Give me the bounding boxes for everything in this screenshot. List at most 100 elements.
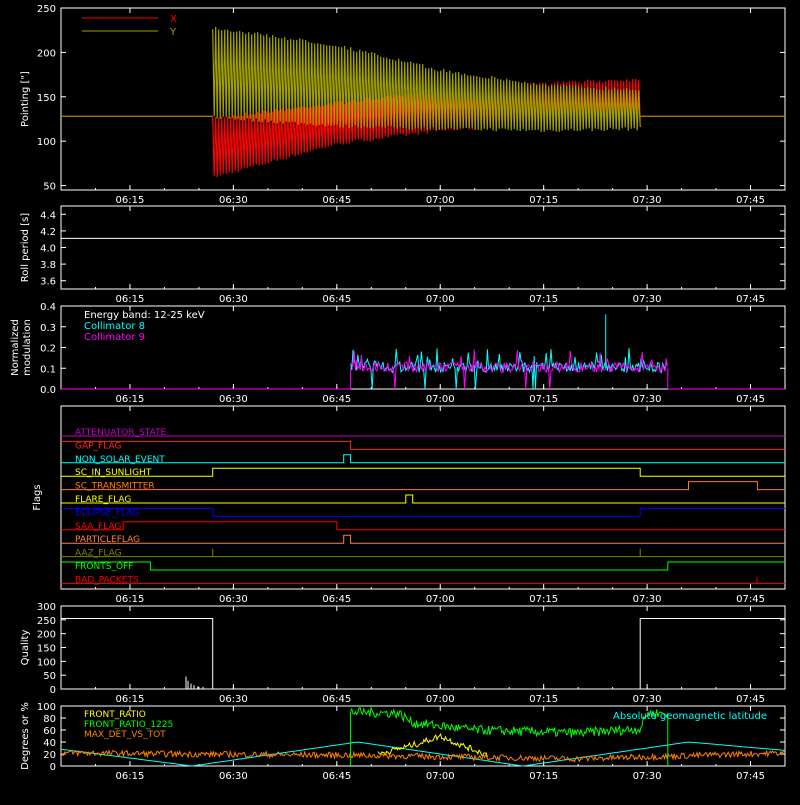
x-tick-label: 07:00 bbox=[426, 771, 455, 782]
y-axis-label: Flags bbox=[32, 484, 43, 510]
x-tick-label: 06:15 bbox=[116, 294, 145, 305]
x-tick-label: 06:30 bbox=[219, 594, 248, 605]
x-tick-label: 06:30 bbox=[219, 195, 248, 206]
legend-label: FRONT_RATIO_1225 bbox=[84, 720, 173, 730]
y-tick-label: 200 bbox=[37, 48, 56, 59]
flag-label: NON_SOLAR_EVENT bbox=[75, 455, 165, 465]
x-tick-label: 07:45 bbox=[736, 195, 765, 206]
y-tick-label: 0.3 bbox=[40, 323, 56, 334]
flag-trace bbox=[61, 481, 785, 491]
x-tick-label: 07:45 bbox=[736, 694, 765, 705]
x-tick-label: 07:30 bbox=[633, 594, 662, 605]
flag-label: SAA_FLAG bbox=[75, 522, 121, 532]
panel-ratios: 06:15 06:30 06:45 07:00 07:15 07:30 07:45 02040… bbox=[20, 702, 786, 782]
flag-trace bbox=[61, 467, 785, 477]
flag-label: SC_TRANSMITTER bbox=[75, 482, 155, 492]
y-axis-label: Normalized bbox=[10, 319, 21, 376]
flag-label: ECLIPSE_FLAG bbox=[75, 508, 139, 518]
flag-label: ATTENUATOR_STATE bbox=[75, 428, 167, 438]
x-tick-label: 07:45 bbox=[736, 771, 765, 782]
x-tick-label: 06:15 bbox=[116, 694, 145, 705]
y-tick-label: 40 bbox=[43, 738, 56, 749]
flag-label: SC_IN_SUNLIGHT bbox=[75, 468, 152, 478]
series-front-ratio bbox=[377, 732, 488, 758]
legend-label-y: Y bbox=[169, 27, 177, 38]
flag-trace bbox=[61, 507, 785, 517]
flag-label: PARTICLEFLAG bbox=[75, 535, 140, 545]
y-tick-label: 250 bbox=[37, 4, 56, 15]
x-tick-label: 06:45 bbox=[322, 594, 351, 605]
y-axis-label: Quality bbox=[20, 630, 31, 666]
x-tick-label: 06:30 bbox=[219, 694, 248, 705]
flag-trace bbox=[61, 548, 785, 558]
flag-trace bbox=[61, 521, 785, 531]
flag-trace bbox=[61, 534, 785, 544]
y-tick-label: 200 bbox=[37, 630, 56, 641]
y-tick-label: 4.0 bbox=[40, 244, 56, 255]
flag-label: AAZ_FLAG bbox=[75, 549, 122, 559]
y-tick-label: 0 bbox=[50, 762, 56, 773]
series-front-ratio-1225 bbox=[350, 705, 668, 738]
x-tick-label: 06:15 bbox=[116, 771, 145, 782]
y-tick-label: 4.2 bbox=[40, 227, 56, 238]
series-collimator-9 bbox=[350, 349, 668, 390]
y-tick-label: 100 bbox=[37, 657, 56, 668]
legend-label: Collimator 9 bbox=[84, 332, 145, 343]
y-axis-label: modulation bbox=[22, 319, 33, 376]
legend-label: Collimator 8 bbox=[84, 321, 145, 332]
series-quality bbox=[61, 618, 785, 690]
x-tick-label: 07:00 bbox=[426, 394, 455, 405]
legend-label: MAX_DET_VS_TOT bbox=[84, 730, 166, 740]
x-tick-label: 07:00 bbox=[426, 294, 455, 305]
x-tick-label: 07:15 bbox=[529, 594, 558, 605]
y-tick-label: 3.6 bbox=[40, 277, 56, 288]
x-tick-label: 06:45 bbox=[322, 195, 351, 206]
flag-trace bbox=[61, 494, 785, 504]
x-tick-label: 07:15 bbox=[529, 694, 558, 705]
x-tick-label: 07:30 bbox=[633, 294, 662, 305]
x-tick-label: 07:15 bbox=[529, 394, 558, 405]
x-tick-label: 07:30 bbox=[633, 694, 662, 705]
x-tick-label: 07:30 bbox=[633, 195, 662, 206]
panel-frame bbox=[60, 205, 786, 290]
y-tick-label: 100 bbox=[37, 702, 56, 713]
flag-label: FLARE_FLAG bbox=[75, 495, 131, 505]
x-tick-label: 07:15 bbox=[529, 771, 558, 782]
x-tick-label: 07:45 bbox=[736, 394, 765, 405]
panel-pointing: 06:15 06:30 06:45 07:00 07:15 07:30 07:45 50 100… bbox=[20, 4, 786, 206]
y-tick-label: 0.0 bbox=[40, 385, 56, 396]
panel-roll_period: 06:15 06:30 06:45 07:00 07:15 07:30 07:45 3.6 3.… bbox=[20, 205, 786, 305]
series-absolute-geomagnetic-latitude bbox=[60, 741, 785, 767]
x-tick-label: 06:30 bbox=[219, 771, 248, 782]
panel-modulation: 06:15 06:30 06:45 07:00 07:15 07:30 07:45 0.0 0.… bbox=[10, 302, 786, 405]
panel-flags: 06:15 06:30 06:45 07:00 07:15 07:30 07:45 Flags… bbox=[32, 405, 786, 605]
series-max-det-vs-tot bbox=[60, 748, 785, 763]
y-tick-label: 100 bbox=[37, 137, 56, 148]
y-tick-label: 250 bbox=[37, 616, 56, 627]
x-tick-label: 06:45 bbox=[322, 694, 351, 705]
x-tick-label: 06:15 bbox=[116, 594, 145, 605]
y-tick-label: 150 bbox=[37, 93, 56, 104]
x-tick-label: 06:15 bbox=[116, 394, 145, 405]
y-tick-label: 300 bbox=[37, 602, 56, 613]
x-tick-label: 06:15 bbox=[116, 195, 145, 206]
legend-label: Energy band: 12-25 keV bbox=[84, 310, 205, 321]
x-tick-label: 07:00 bbox=[426, 694, 455, 705]
flag-trace bbox=[61, 454, 785, 464]
flag-trace bbox=[61, 440, 785, 450]
y-tick-label: 50 bbox=[43, 182, 56, 193]
y-axis-label: Roll period [s] bbox=[20, 213, 31, 282]
flag-label: BAD_PACKETS bbox=[75, 575, 139, 585]
y-tick-label: 0 bbox=[50, 685, 56, 696]
y-axis-label: Pointing ["] bbox=[20, 71, 31, 127]
x-tick-label: 07:45 bbox=[736, 294, 765, 305]
x-tick-label: 07:15 bbox=[529, 195, 558, 206]
legend-label-x: X bbox=[170, 14, 177, 25]
y-tick-label: 0.4 bbox=[40, 302, 56, 313]
y-tick-label: 80 bbox=[43, 714, 56, 725]
x-tick-label: 07:30 bbox=[633, 394, 662, 405]
y-tick-label: 20 bbox=[43, 750, 56, 761]
x-tick-label: 07:45 bbox=[736, 594, 765, 605]
